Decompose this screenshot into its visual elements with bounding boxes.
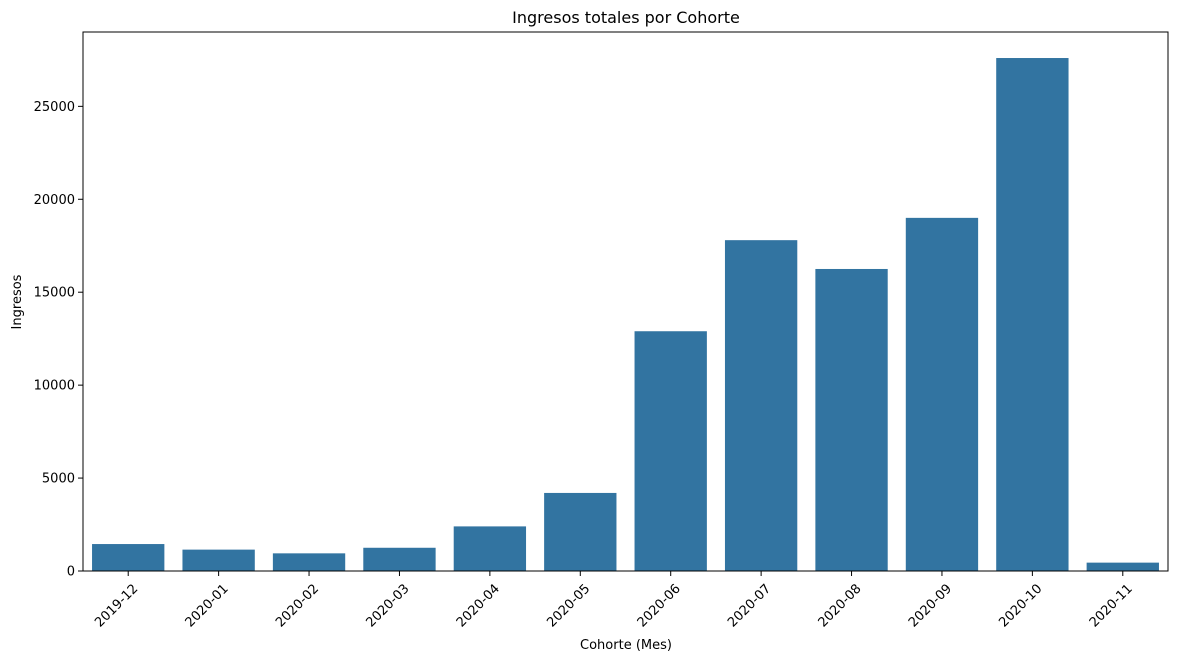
x-axis-label: Cohorte (Mes)	[580, 638, 672, 653]
bar-2020-01	[182, 549, 255, 571]
x-tick-label: 2020-06	[635, 581, 684, 630]
y-tick-label: 25000	[34, 100, 75, 115]
x-tick-label: 2020-07	[725, 581, 774, 630]
bar-2020-10	[996, 58, 1069, 571]
x-tick-label: 2020-01	[183, 581, 232, 630]
x-axis: 2019-12 2020-01 2020-02 2020-03 2020-04 2020-…	[92, 571, 1136, 630]
bar-2020-08	[815, 268, 888, 571]
bar-2019-12	[92, 544, 165, 571]
chart-title: Ingresos totales por Cohorte	[512, 8, 740, 27]
plot-frame	[82, 31, 1169, 572]
y-axis-label: Ingresos	[10, 274, 25, 329]
bar-2020-11	[1086, 562, 1159, 571]
x-tick-label: 2020-11	[1087, 581, 1136, 630]
x-tick-label: 2020-09	[906, 581, 955, 630]
y-tick-label: 15000	[34, 286, 75, 301]
x-tick-label: 2020-04	[454, 581, 503, 630]
x-tick-label: 2020-08	[816, 581, 865, 630]
y-tick-label: 10000	[34, 379, 75, 394]
y-tick-label: 5000	[42, 472, 75, 487]
x-tick-label: 2019-12	[92, 581, 141, 630]
bar-2020-02	[272, 553, 346, 571]
bar-2020-09	[905, 217, 979, 572]
bars-group	[92, 58, 1159, 572]
bar-2020-04	[453, 526, 527, 571]
x-tick-label: 2020-03	[363, 581, 412, 630]
bar-2020-03	[363, 547, 436, 571]
y-axis: 0 5000 10000 15000 20000 25000	[34, 100, 83, 580]
x-tick-label: 2020-02	[273, 581, 322, 630]
y-tick-label: 20000	[34, 193, 75, 208]
x-tick-label: 2020-05	[544, 581, 593, 630]
y-tick-label: 0	[67, 565, 75, 580]
bar-2020-06	[634, 331, 707, 571]
bar-2020-05	[544, 492, 617, 571]
x-tick-label: 2020-10	[996, 581, 1045, 630]
bar-2020-07	[724, 240, 798, 571]
